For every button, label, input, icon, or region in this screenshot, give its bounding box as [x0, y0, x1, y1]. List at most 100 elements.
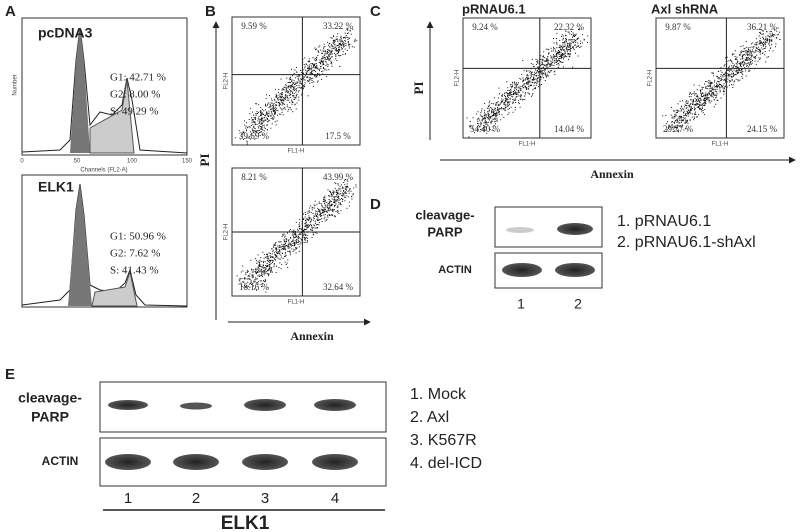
event-dot [569, 47, 570, 48]
event-dot [317, 216, 318, 217]
event-dot [312, 57, 313, 58]
event-dot [532, 74, 533, 75]
event-dot [562, 34, 563, 35]
event-dot [320, 62, 321, 63]
event-dot [692, 114, 693, 115]
event-dot [508, 101, 509, 102]
quadrant-percent: 43.99 % [323, 172, 354, 182]
event-dot [486, 122, 487, 123]
event-dot [542, 72, 543, 73]
event-dot [550, 61, 551, 62]
event-dot [334, 198, 335, 199]
event-dot [743, 45, 744, 46]
event-dot [271, 269, 272, 270]
event-dot [288, 247, 289, 248]
event-dot [309, 83, 310, 84]
event-dot [294, 237, 295, 238]
event-dot [270, 270, 271, 271]
event-dot [323, 212, 324, 213]
event-dot [299, 251, 300, 252]
event-dot [566, 35, 567, 36]
event-dot [712, 92, 713, 93]
event-dot [509, 90, 510, 91]
event-dot [710, 84, 711, 85]
event-dot [519, 95, 520, 96]
event-dot [735, 66, 736, 67]
event-dot [537, 80, 538, 81]
event-dot [281, 102, 282, 103]
event-dot [308, 81, 309, 82]
event-dot [541, 62, 542, 63]
event-dot [500, 104, 501, 105]
event-dot [291, 91, 292, 92]
event-dot [343, 51, 344, 52]
event-dot [311, 63, 312, 64]
event-dot [311, 225, 312, 226]
event-dot [488, 122, 489, 123]
event-dot [559, 65, 560, 66]
event-dot [733, 75, 734, 76]
event-dot [694, 95, 695, 96]
event-dot [330, 200, 331, 201]
event-dot [495, 105, 496, 106]
event-dot [331, 46, 332, 47]
event-dot [267, 118, 268, 119]
event-dot [296, 88, 297, 89]
event-dot [293, 235, 294, 236]
event-dot [501, 107, 502, 108]
stat: G1: 50.96 % [110, 231, 166, 243]
event-dot [713, 97, 714, 98]
event-dot [323, 207, 324, 208]
event-dot [556, 64, 557, 65]
event-dot [533, 78, 534, 79]
lane-number: 1 [517, 296, 525, 312]
event-dot [562, 54, 563, 55]
event-dot [244, 125, 245, 126]
event-dot [518, 102, 519, 103]
event-dot [729, 71, 730, 72]
event-dot [261, 118, 262, 119]
event-dot [287, 106, 288, 107]
event-dot [540, 65, 541, 66]
event-dot [269, 113, 270, 114]
event-dot [731, 65, 732, 66]
event-dot [686, 103, 687, 104]
event-dot [723, 91, 724, 92]
event-dot [672, 121, 673, 122]
event-dot [768, 56, 769, 57]
event-dot [750, 59, 751, 60]
event-dot [576, 47, 577, 48]
event-dot [275, 107, 276, 108]
event-dot [320, 212, 321, 213]
event-dot [673, 110, 674, 111]
event-dot [264, 258, 265, 259]
event-dot [278, 258, 279, 259]
event-dot [290, 79, 291, 80]
event-dot [729, 80, 730, 81]
event-dot [515, 109, 516, 110]
event-dot [273, 260, 274, 261]
event-dot [335, 58, 336, 59]
event-dot [694, 118, 695, 119]
event-dot [292, 86, 293, 87]
event-dot [328, 189, 329, 190]
event-dot [312, 208, 313, 209]
event-dot [281, 244, 282, 245]
event-dot [507, 90, 508, 91]
event-dot [318, 47, 319, 48]
event-dot [505, 110, 506, 111]
event-dot [307, 227, 308, 228]
event-dot [256, 273, 257, 274]
event-dot [305, 240, 306, 241]
event-dot [763, 38, 764, 39]
event-dot [299, 226, 300, 227]
event-dot [689, 96, 690, 97]
event-dot [269, 274, 270, 275]
event-dot [567, 54, 568, 55]
event-dot [333, 202, 334, 203]
event-dot [305, 220, 306, 221]
panel-label: B [205, 3, 216, 20]
event-dot [326, 70, 327, 71]
event-dot [321, 71, 322, 72]
event-dot [750, 51, 751, 52]
